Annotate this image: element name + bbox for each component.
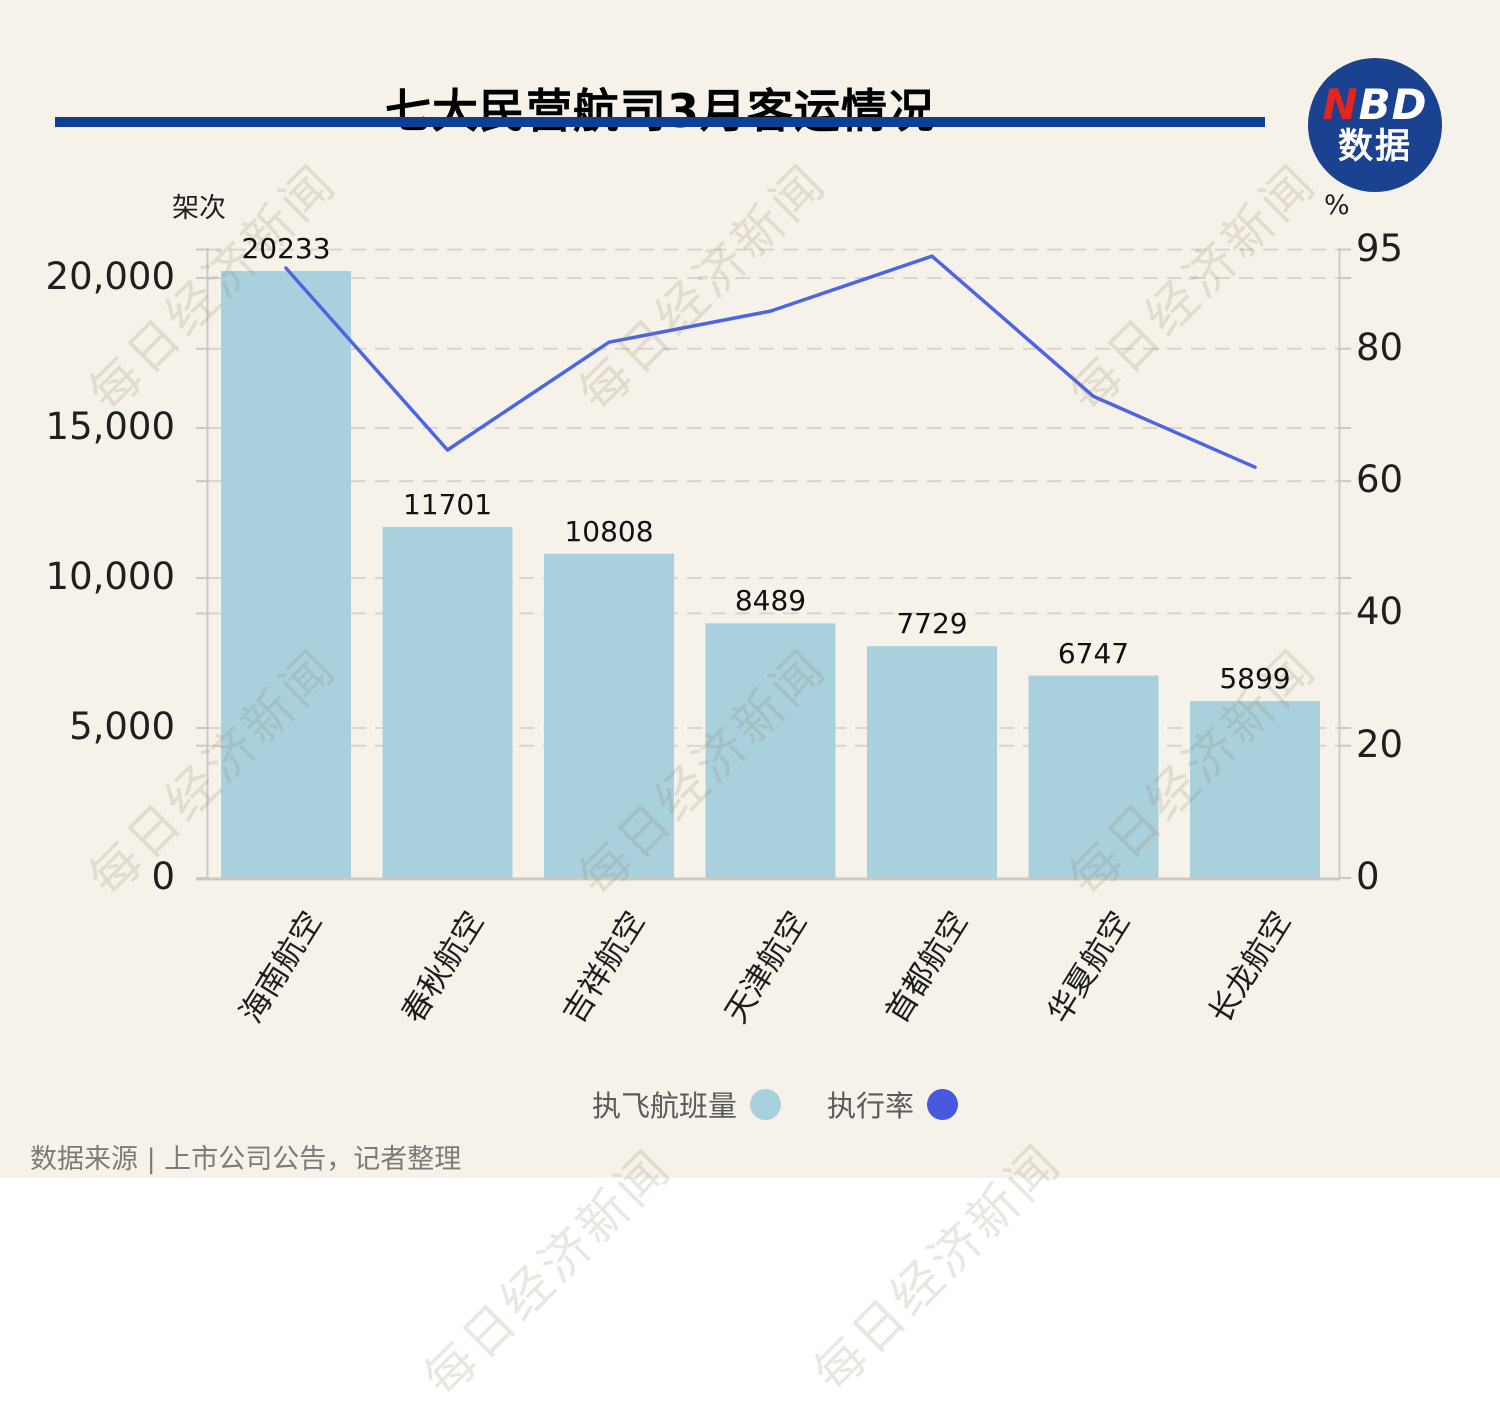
bar-首都航空 bbox=[867, 646, 997, 878]
x-axis-label-首都航空: 首都航空 bbox=[879, 905, 976, 1030]
right-axis-tick-label: 95 bbox=[1356, 226, 1404, 270]
legend-item-rate: 执行率 bbox=[827, 1083, 959, 1125]
x-axis-label-吉祥航空: 吉祥航空 bbox=[556, 905, 653, 1030]
x-axis-label-长龙航空: 长龙航空 bbox=[1202, 905, 1299, 1030]
legend-item-flights: 执飞航班量 bbox=[592, 1083, 781, 1125]
bar-天津航空 bbox=[705, 623, 836, 878]
nbd-logo: NBD 数据 bbox=[1308, 58, 1442, 192]
bar-海南航空 bbox=[221, 271, 351, 878]
source-note: 数据来源 | 上市公司公告，记者整理 bbox=[30, 1144, 462, 1175]
legend-dot-flights bbox=[750, 1088, 781, 1120]
right-axis-tick-label: 0 bbox=[1356, 855, 1380, 898]
bar-value-label: 7729 bbox=[896, 607, 968, 641]
bar-春秋航空 bbox=[382, 526, 513, 878]
x-axis-label-天津航空: 天津航空 bbox=[717, 905, 814, 1030]
right-axis-tick-label: 40 bbox=[1356, 590, 1404, 634]
right-axis-unit-label: % bbox=[1324, 190, 1350, 221]
nbd-logo-sub: 数据 bbox=[1337, 126, 1412, 167]
x-axis-label-华夏航空: 华夏航空 bbox=[1040, 905, 1137, 1030]
nbd-logo-bd: BD bbox=[1358, 79, 1428, 129]
left-axis-unit-label: 架次 bbox=[172, 193, 226, 224]
x-axis-label-春秋航空: 春秋航空 bbox=[394, 905, 491, 1030]
bar-value-label: 5899 bbox=[1219, 662, 1291, 696]
left-axis-tick-label: 20,000 bbox=[45, 255, 175, 298]
right-axis-tick-label: 60 bbox=[1356, 458, 1404, 502]
nbd-logo-text: NBD bbox=[1322, 79, 1428, 129]
nbd-logo-n: N bbox=[1322, 79, 1359, 129]
rate-line bbox=[284, 254, 1257, 469]
bar-value-label: 11701 bbox=[402, 487, 493, 521]
title-underline bbox=[55, 117, 1265, 127]
page-title: 七大民营航司3月客运情况 bbox=[384, 83, 935, 138]
legend-label-rate: 执行率 bbox=[827, 1089, 915, 1123]
x-axis-label-海南航空: 海南航空 bbox=[233, 905, 330, 1030]
legend: 执飞航班量 执行率 bbox=[0, 1083, 1500, 1125]
bar-吉祥航空 bbox=[544, 553, 674, 878]
left-axis-tick-label: 15,000 bbox=[45, 405, 175, 448]
left-axis-tick-label: 5,000 bbox=[69, 705, 175, 748]
chart-canvas bbox=[196, 248, 1351, 881]
left-axis-tick-label: 10,000 bbox=[45, 555, 175, 598]
bar-value-label: 20233 bbox=[241, 232, 331, 265]
bar-value-label: 8489 bbox=[734, 584, 807, 618]
right-axis-tick-label: 20 bbox=[1356, 722, 1404, 766]
bar-华夏航空 bbox=[1028, 675, 1159, 878]
legend-dot-rate bbox=[927, 1088, 959, 1120]
bar-value-label: 6747 bbox=[1057, 636, 1130, 670]
left-axis-tick-label: 0 bbox=[151, 855, 175, 898]
right-axis-tick-label: 80 bbox=[1356, 325, 1404, 369]
legend-label-flights: 执飞航班量 bbox=[591, 1089, 737, 1123]
bar-value-label: 10808 bbox=[564, 514, 654, 548]
bar-长龙航空 bbox=[1190, 701, 1320, 878]
chart-labels-layer: 20,000 15,000 10,000 5,000 0 95 80 60 40 20 0 20233… bbox=[45, 226, 1404, 1030]
